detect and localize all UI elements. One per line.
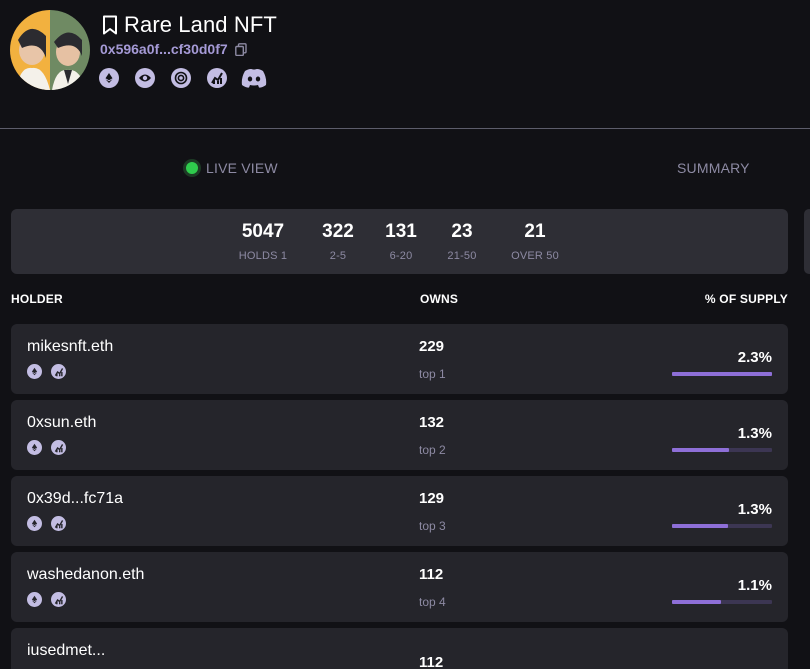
supply-bar (672, 600, 772, 604)
holder-name[interactable]: iusedmet... (27, 642, 106, 659)
chart-icon[interactable] (207, 68, 227, 88)
ethereum-icon[interactable] (27, 364, 42, 379)
live-indicator-icon (186, 162, 198, 174)
table-row[interactable]: iusedmet... 112 (11, 628, 788, 669)
tab-summary[interactable]: SUMMARY (677, 158, 750, 178)
discord-icon[interactable] (241, 68, 267, 88)
supply-bar (672, 524, 772, 528)
distribution-value: 23 (451, 221, 473, 242)
contract-address[interactable]: 0x596a0f...cf30d0f7 (100, 41, 228, 57)
target-icon[interactable] (171, 68, 191, 88)
collection-header: Rare Land NFT 0x596a0f...cf30d0f7 (0, 0, 810, 128)
next-panel-edge (804, 209, 810, 274)
distribution-label: 2-5 (329, 250, 347, 262)
holder-links (27, 592, 75, 607)
bookmark-icon[interactable] (102, 15, 118, 35)
supply-bar-fill (672, 372, 772, 376)
ethereum-icon[interactable] (27, 592, 42, 607)
supply-bar-fill (672, 448, 729, 452)
ethereum-icon[interactable] (27, 516, 42, 531)
distribution-value: 131 (385, 221, 417, 242)
column-header-supply[interactable]: % OF SUPPLY (704, 292, 788, 306)
owns-count: 132 (419, 414, 445, 431)
chart-icon[interactable] (51, 592, 66, 607)
holder-name[interactable]: washedanon.eth (27, 566, 145, 583)
address-row: 0x596a0f...cf30d0f7 (100, 41, 247, 57)
distribution-value: 21 (524, 221, 546, 242)
header-divider (0, 128, 810, 129)
holder-rank: top 3 (419, 519, 446, 533)
distribution-value: 322 (322, 221, 354, 242)
supply-percent: 1.3% (737, 425, 772, 442)
column-header-owns[interactable]: OWNS (420, 292, 459, 306)
holder-rank: top 2 (419, 443, 446, 457)
holder-name[interactable]: mikesnft.eth (27, 338, 114, 355)
ethereum-icon[interactable] (27, 440, 42, 455)
holder-distribution: 5047 HOLDS 1 322 2-5 131 6-20 23 21-50 2… (11, 209, 788, 274)
table-row[interactable]: 0xsun.eth 132 top 2 1.3% (11, 400, 788, 470)
chart-icon[interactable] (51, 440, 66, 455)
tab-summary-label: SUMMARY (677, 160, 750, 176)
holder-links (27, 516, 75, 531)
holder-links (27, 440, 75, 455)
supply-bar-fill (672, 524, 728, 528)
owns-count: 229 (419, 338, 445, 355)
owns-count: 129 (419, 490, 445, 507)
holder-rank: top 1 (419, 367, 446, 381)
supply-percent: 2.3% (737, 349, 772, 366)
chart-icon[interactable] (51, 516, 66, 531)
table-row[interactable]: mikesnft.eth 229 top 1 2.3% (11, 324, 788, 394)
ethereum-icon[interactable] (99, 68, 119, 88)
holder-name[interactable]: 0xsun.eth (27, 414, 97, 431)
collection-name: Rare Land NFT (124, 12, 277, 37)
distribution-value: 5047 (241, 221, 285, 242)
supply-bar (672, 448, 772, 452)
holder-rank: top 4 (419, 595, 446, 609)
supply-percent: 1.1% (737, 577, 772, 594)
tab-live-view-label: LIVE VIEW (206, 160, 278, 176)
external-links (99, 68, 267, 88)
eye-icon[interactable] (135, 68, 155, 88)
copy-icon[interactable] (234, 42, 247, 56)
tab-live-view[interactable]: LIVE VIEW (186, 158, 278, 178)
distribution-label: OVER 50 (511, 250, 559, 262)
column-header-holder[interactable]: HOLDER (11, 292, 63, 306)
holder-links (27, 364, 75, 379)
distribution-label: HOLDS 1 (238, 250, 288, 262)
distribution-label: 21-50 (447, 250, 477, 262)
title-row: Rare Land NFT (102, 11, 277, 39)
table-row[interactable]: 0x39d...fc71a 129 top 3 1.3% (11, 476, 788, 546)
holder-name[interactable]: 0x39d...fc71a (27, 490, 124, 507)
chart-icon[interactable] (51, 364, 66, 379)
collection-avatar (10, 10, 90, 90)
owns-count: 112 (419, 654, 444, 669)
supply-bar-fill (672, 600, 721, 604)
owns-count: 112 (419, 566, 444, 583)
distribution-label: 6-20 (389, 250, 413, 262)
table-row[interactable]: washedanon.eth 112 top 4 1.1% (11, 552, 788, 622)
supply-percent: 1.3% (737, 501, 772, 518)
supply-bar (672, 372, 772, 376)
